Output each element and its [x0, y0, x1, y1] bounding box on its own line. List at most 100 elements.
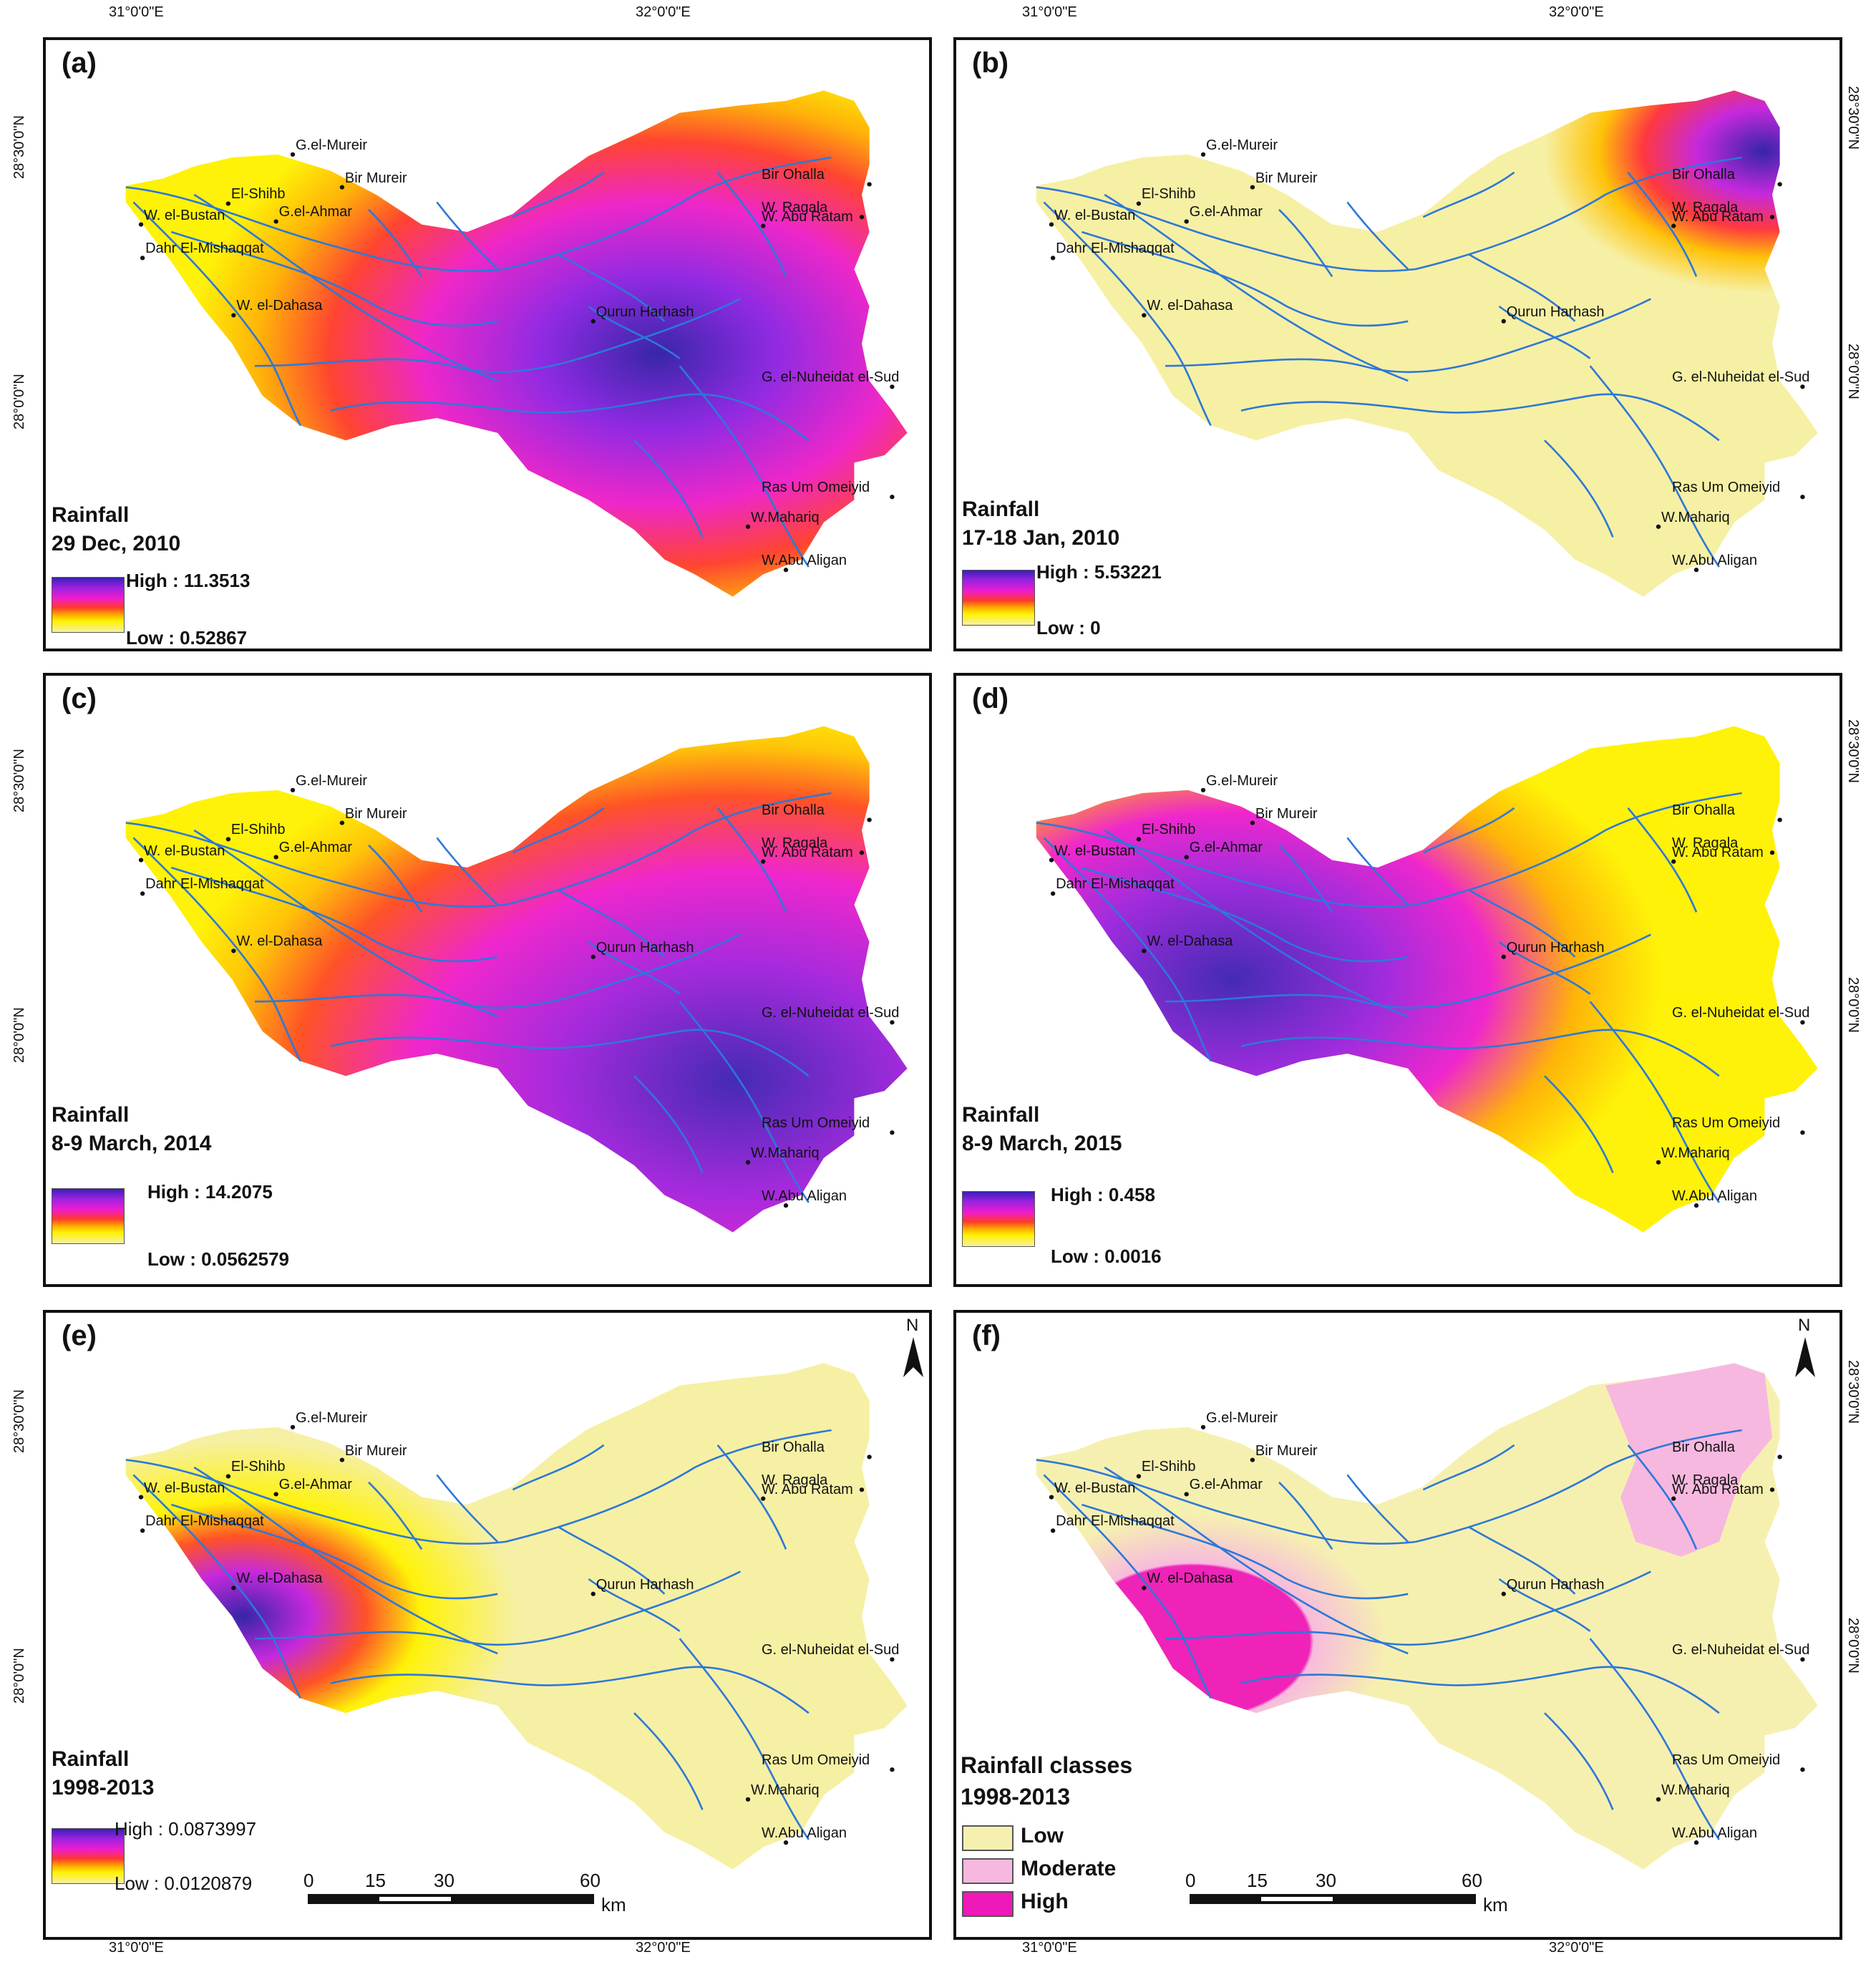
river [1544, 1712, 1614, 1810]
place-dot [339, 1457, 345, 1462]
place-label: El-Shihb [1141, 186, 1196, 203]
river [170, 1503, 498, 1600]
place-dot [867, 1454, 872, 1460]
scalebar-tick-30: 30 [1316, 1870, 1336, 1891]
legend-color-ramp [962, 570, 1035, 626]
place-dot [231, 1585, 236, 1591]
river [1589, 1638, 1720, 1840]
place-label: G.el-Ahmar [278, 1477, 352, 1493]
rainfall-classes-title: Rainfall classes 1998-2013 [961, 1752, 1133, 1810]
place-dot [1136, 201, 1142, 206]
place-dot [1501, 1591, 1506, 1596]
rainfall-title: Rainfall 8-9 March, 2014 [52, 1103, 212, 1155]
lat-label-280-a: 28°0'0"N [11, 374, 27, 429]
place-label: Bir Ohalla [762, 1439, 825, 1456]
place-label: W. Ragala [762, 1472, 828, 1489]
place-dot [140, 256, 145, 261]
river [558, 889, 666, 958]
place-label: Dahr El-Mishaqqat [145, 1513, 264, 1530]
river [512, 807, 605, 854]
place-dot [1777, 1454, 1782, 1460]
river [330, 1029, 810, 1077]
legend-low: Low : 0 [1036, 617, 1101, 638]
river [1081, 1503, 1409, 1600]
place-label: W.Abu Aligan [1672, 553, 1757, 569]
place-label: W.Mahariq [1661, 1145, 1730, 1161]
river [436, 837, 499, 905]
river [436, 201, 499, 270]
place-label: W.Abu Aligan [1672, 1825, 1757, 1842]
panel-e: (e) Rainfall 1998-2013 High : 0.0873997 … [43, 1310, 932, 1940]
place-dot [290, 787, 296, 792]
place-dot [1800, 1657, 1805, 1662]
place-dot [783, 1203, 789, 1208]
place-label: Bir Mureir [344, 170, 407, 186]
place-dot [1501, 319, 1506, 324]
place-dot [890, 1020, 895, 1025]
place-dot [1142, 313, 1147, 318]
river [588, 941, 681, 995]
legend-color-ramp [962, 1191, 1035, 1247]
place-dot [140, 891, 145, 896]
place-label: G. el-Nuheidat el-Sud [762, 1005, 900, 1021]
place-label: Bir Ohalla [762, 802, 825, 819]
place-label: Qurun Harhash [596, 939, 694, 956]
place-dot [290, 152, 296, 157]
place-label: Ras Um Omeiyid [1672, 1752, 1781, 1769]
place-label: W.Mahariq [751, 1145, 820, 1161]
class-label-moderate: Moderate [1021, 1857, 1117, 1880]
place-label: W. el-Dahasa [1147, 298, 1233, 314]
rainfall-title: Rainfall 1998-2013 [52, 1747, 155, 1800]
place-dot [231, 313, 236, 318]
place-label: W. Ragala [762, 200, 828, 216]
place-dot [859, 215, 865, 220]
lat-label-280-e: 28°0'0"N [11, 1648, 27, 1704]
place-dot [1050, 891, 1056, 896]
scalebar-tick-60: 60 [1462, 1870, 1482, 1891]
river [1627, 1444, 1698, 1550]
place-dot [745, 1797, 751, 1802]
place-label: W.Mahariq [751, 509, 820, 525]
place-dot [590, 1591, 596, 1596]
river [1081, 230, 1409, 327]
place-label: W.Abu Aligan [1672, 1188, 1757, 1205]
place-dot [339, 820, 345, 825]
place-label: El-Shihb [230, 1459, 286, 1475]
place-dot [140, 1528, 145, 1533]
river [1422, 171, 1515, 218]
river [1036, 156, 1742, 273]
place-label: W. el-Dahasa [236, 298, 323, 314]
river [1081, 866, 1409, 963]
river [170, 230, 498, 327]
map-d [1036, 726, 1818, 1233]
place-label: Bir Ohalla [762, 167, 825, 183]
lon-label-32-bottom-right: 32°0'0"E [1549, 1940, 1604, 1956]
place-dot [890, 1130, 895, 1135]
river [716, 1444, 787, 1550]
place-dot [1693, 1840, 1699, 1845]
place-label: W. el-Bustan [1054, 842, 1136, 859]
scalebar-tick-30: 30 [434, 1870, 455, 1891]
place-label: Bir Mureir [1255, 170, 1318, 186]
lat-label-2830-d: 28°30'0"N [1845, 719, 1861, 783]
place-dot [783, 568, 789, 573]
place-dot [890, 495, 895, 500]
panel-label: (c) [62, 683, 97, 714]
place-label: W. Abu Ratam [1672, 208, 1764, 225]
legend-low: Low : 0.0016 [1051, 1245, 1162, 1267]
river [512, 171, 605, 218]
river [1589, 365, 1720, 568]
place-label: Dahr El-Mishaqqat [145, 241, 264, 257]
legend-high: High : 5.53221 [1036, 561, 1162, 583]
river [558, 253, 666, 322]
place-label: W. el-Dahasa [1147, 1570, 1233, 1587]
panel-d: (d) Rainfall 8-9 March, 2015 High : 0.45… [953, 673, 1842, 1287]
river [193, 1466, 498, 1655]
river [1468, 1526, 1576, 1595]
place-label: W.Mahariq [1661, 1782, 1730, 1798]
place-label: W. Ragala [1672, 835, 1739, 852]
river [1043, 837, 1212, 1062]
scalebar-segment [1261, 1897, 1333, 1901]
panel-label: (b) [972, 47, 1009, 79]
rainfall-surface [125, 726, 908, 1233]
